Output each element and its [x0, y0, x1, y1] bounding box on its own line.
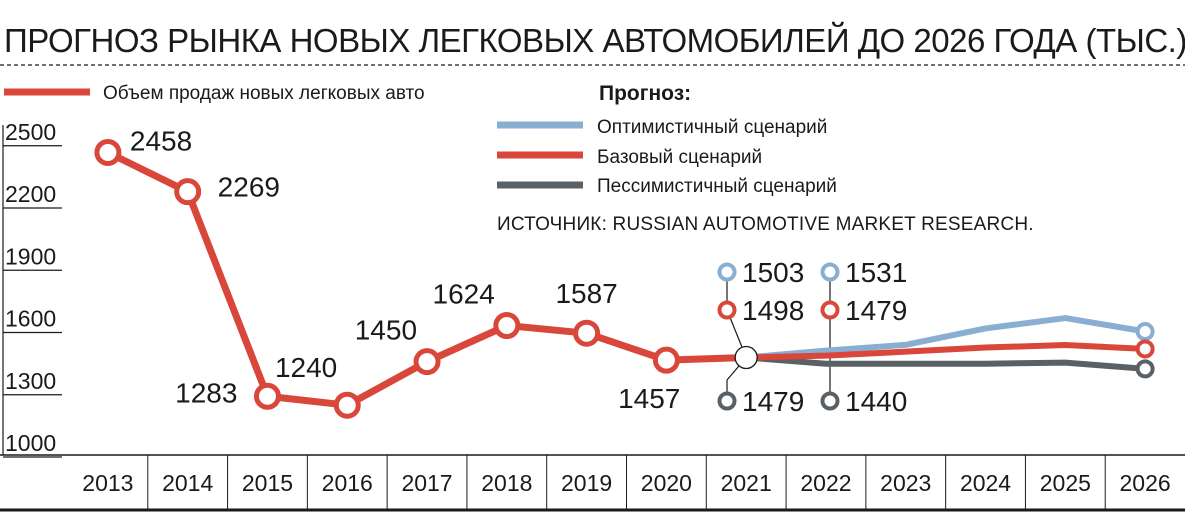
- x-tick-label: 2022: [800, 470, 851, 496]
- data-point-2018: [493, 312, 521, 340]
- data-point-2019: [573, 319, 601, 347]
- forecast-label-base-2021: 1498: [742, 295, 804, 326]
- junction-point-2021: [734, 345, 758, 370]
- data-label-2020: 1457: [618, 383, 680, 414]
- forecast-label-optimistic-2021: 1503: [742, 257, 804, 288]
- data-labels-group: 2458 2269 1283 1240 1450 1624 1587 1457 1503 1498…: [130, 125, 907, 417]
- callout-marker-base-2022: [820, 300, 840, 320]
- data-point-2016: [333, 391, 361, 419]
- x-tick-label: 2019: [561, 470, 612, 496]
- x-tick-label: 2013: [82, 470, 133, 496]
- x-tick-label: 2025: [1040, 470, 1091, 496]
- callout-marker-base-2021: [717, 300, 737, 320]
- x-tick-label: 2024: [960, 470, 1011, 496]
- data-point-2020: [652, 346, 680, 374]
- end-point-pessimistic: [1135, 359, 1155, 379]
- x-tick-label: 2020: [641, 470, 692, 496]
- end-point-optimistic: [1135, 322, 1155, 342]
- end-point-base: [1135, 339, 1155, 359]
- chart-title: ПРОГНОЗ РЫНКА НОВЫХ ЛЕГКОВЫХ АВТОМОБИЛЕЙ…: [4, 22, 1185, 59]
- forecast-label-base-2022: 1479: [845, 295, 907, 326]
- series-line-base: [743, 342, 1149, 361]
- legend-label-optimistic: Оптимистичный сценарий: [597, 117, 827, 138]
- x-axis: 2013 2014 2015 2016 2017 2018 2019 2020 2021 2022…: [0, 454, 1185, 512]
- callout-marker-optimistic-2022: [820, 262, 840, 282]
- callout-marker-pessimistic-2021: [717, 391, 737, 411]
- x-tick-label: 2018: [481, 470, 532, 496]
- series-line-pessimistic: [743, 354, 1149, 372]
- forecast-label-optimistic-2022: 1531: [845, 257, 907, 288]
- y-tick-label: 1600: [5, 306, 56, 332]
- y-axis: 1000 1300 1600 1900 2200 2500: [2, 119, 62, 458]
- data-label-2016: 1240: [275, 352, 337, 383]
- data-label-2017: 1450: [355, 315, 417, 346]
- x-tick-label: 2021: [721, 470, 772, 496]
- y-tick-label: 1900: [5, 243, 56, 269]
- callout-marker-pessimistic-2022: [820, 391, 840, 411]
- x-tick-label: 2023: [880, 470, 931, 496]
- y-tick-label: 1300: [5, 368, 56, 394]
- data-label-2014: 2269: [218, 172, 280, 203]
- data-point-2015: [253, 382, 281, 410]
- data-point-2017: [413, 348, 441, 376]
- data-point-2013: [94, 138, 122, 166]
- callout-marker-optimistic-2021: [717, 262, 737, 282]
- x-tick-label: 2016: [322, 470, 373, 496]
- series-line-optimistic: [743, 315, 1149, 361]
- data-label-2018: 1624: [433, 279, 495, 310]
- source-note: ИСТОЧНИК: RUSSIAN AUTOMOTIVE MARKET RESE…: [497, 214, 1034, 235]
- x-tick-label: 2026: [1120, 470, 1171, 496]
- forecast-callouts: [726, 272, 831, 401]
- legend-label-pessimistic: Пессимистичный сценарий: [597, 176, 837, 197]
- x-tick-label: 2017: [401, 470, 452, 496]
- markers-group: [94, 138, 1155, 419]
- forecast-label-pessimistic-2022: 1440: [845, 386, 907, 417]
- data-point-2014: [174, 178, 202, 206]
- x-tick-label: 2014: [162, 470, 213, 496]
- data-label-2015: 1283: [175, 377, 237, 408]
- y-tick-label: 2200: [5, 181, 56, 207]
- data-label-2019: 1587: [555, 278, 617, 309]
- y-tick-label: 2500: [5, 119, 56, 145]
- y-tick-label: 1000: [5, 430, 56, 456]
- legend-label-actual: Объем продаж новых легковых авто: [103, 83, 425, 104]
- legend-label-base: Базовый сценарий: [597, 147, 762, 168]
- x-tick-label: 2015: [242, 470, 293, 496]
- legend-forecast-header: Прогноз:: [599, 82, 691, 105]
- data-label-2013: 2458: [130, 125, 192, 156]
- forecast-label-pessimistic-2021: 1479: [742, 386, 804, 417]
